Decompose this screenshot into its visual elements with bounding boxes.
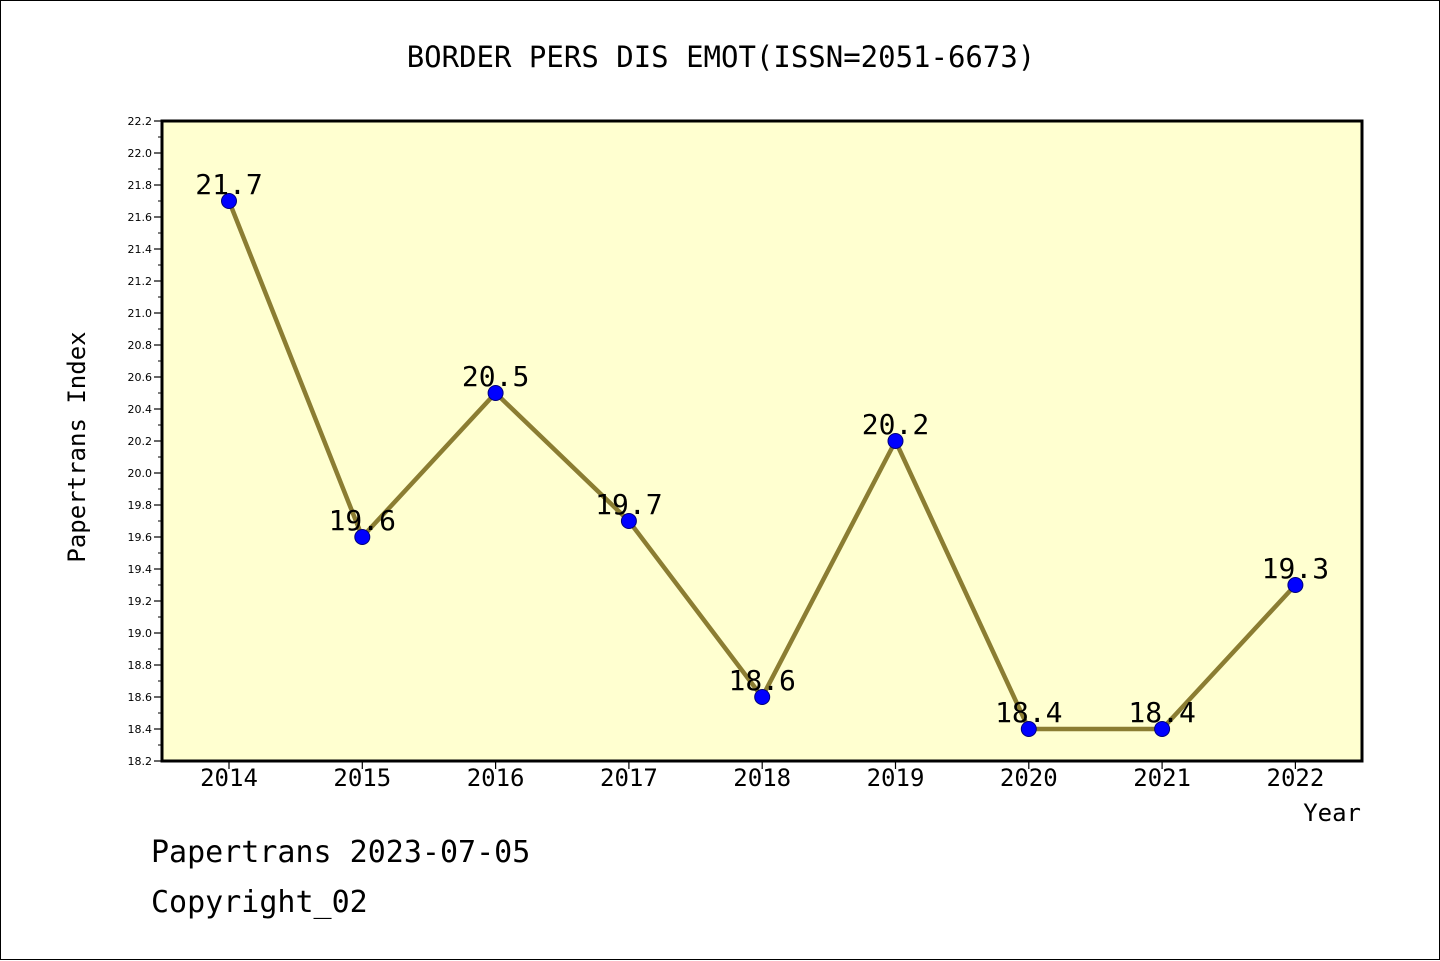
y-tick-label: 22.2	[128, 115, 153, 128]
x-tick-label: 2015	[333, 764, 391, 792]
series: 21.7 19.6 20.5 19.7 18.6 20.2 18.4 18.4 19.3	[195, 168, 1329, 737]
footer-copyright: Copyright_02	[151, 885, 368, 920]
x-tick-label: 2021	[1133, 764, 1191, 792]
data-label: 20.5	[462, 360, 529, 393]
y-tick-label: 18.4	[128, 723, 153, 736]
data-point	[1154, 721, 1171, 737]
data-point	[620, 513, 637, 529]
data-label: 19.6	[329, 504, 396, 537]
y-tick-label: 21.0	[128, 307, 153, 320]
y-tick-label: 18.8	[128, 659, 153, 672]
y-axis: 18.2 18.4 18.6 18.8 19.0 19.2 19.4 19.6 19.8 20.0…	[128, 115, 162, 768]
y-tick-label: 19.8	[128, 499, 153, 512]
data-point	[887, 433, 904, 449]
x-tick-label: 2016	[467, 764, 525, 792]
y-tick-label: 18.6	[128, 691, 153, 704]
y-tick-label: 18.2	[128, 755, 153, 768]
data-label: 20.2	[862, 408, 929, 441]
y-tick-label: 21.8	[128, 179, 153, 192]
y-tick-label: 19.2	[128, 595, 153, 608]
y-tick-label: 20.8	[128, 339, 153, 352]
x-axis-label: Year	[1303, 799, 1361, 827]
data-label: 21.7	[195, 168, 262, 201]
data-label: 19.7	[595, 488, 662, 521]
data-label: 18.4	[995, 696, 1062, 729]
footer-stamp: Papertrans 2023-07-05	[151, 835, 531, 870]
data-point	[754, 689, 771, 705]
x-tick-label: 2020	[1000, 764, 1058, 792]
data-label: 18.6	[728, 664, 795, 697]
chart-title: BORDER PERS DIS EMOT(ISSN=2051-6673)	[407, 40, 1036, 74]
data-point	[1287, 577, 1304, 593]
data-point	[354, 529, 371, 545]
y-tick-label: 20.6	[128, 371, 153, 384]
data-point	[1020, 721, 1037, 737]
y-tick-label: 21.6	[128, 211, 153, 224]
y-tick-label: 20.4	[128, 403, 153, 416]
y-tick-label: 22.0	[128, 147, 153, 160]
plot-area	[160, 119, 1364, 763]
data-label: 19.3	[1262, 552, 1329, 585]
y-tick-label: 21.4	[128, 243, 153, 256]
x-tick-label: 2022	[1267, 764, 1325, 792]
data-point	[221, 193, 237, 209]
x-tick-label: 2014	[200, 764, 258, 792]
data-label: 18.4	[1128, 696, 1195, 729]
data-point	[487, 385, 504, 401]
y-tick-label: 20.0	[128, 467, 153, 480]
x-tick-label: 2018	[733, 764, 791, 792]
y-axis-label: Papertrans Index	[63, 331, 91, 562]
x-tick-label: 2019	[867, 764, 925, 792]
y-tick-label: 20.2	[128, 435, 153, 448]
y-tick-label: 21.2	[128, 275, 153, 288]
y-tick-label: 19.6	[128, 531, 153, 544]
y-tick-label: 19.4	[128, 563, 153, 576]
x-tick-label: 2017	[600, 764, 658, 792]
x-axis: 2014 2015 2016 2017 2018 2019 2020 2021 2022	[200, 761, 1324, 792]
y-tick-label: 19.0	[128, 627, 153, 640]
